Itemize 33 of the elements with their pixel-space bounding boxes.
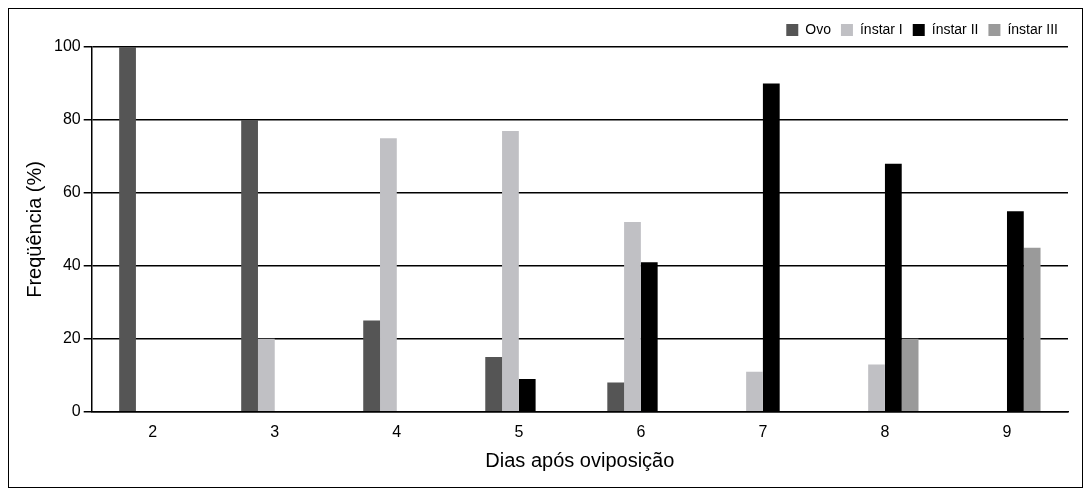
bar bbox=[363, 320, 381, 412]
y-tick-label: 100 bbox=[53, 37, 81, 55]
legend-label: Ovo bbox=[805, 20, 832, 37]
y-tick-label: 80 bbox=[62, 110, 81, 128]
x-tick-label: 9 bbox=[1002, 422, 1012, 440]
y-tick-label: 0 bbox=[71, 402, 81, 420]
bar bbox=[901, 338, 919, 412]
bar bbox=[119, 47, 136, 412]
bar bbox=[502, 130, 519, 412]
y-tick-label: 60 bbox=[62, 183, 81, 201]
bar bbox=[380, 138, 397, 412]
x-tick-label: 4 bbox=[392, 422, 402, 440]
x-tick-label: 3 bbox=[270, 422, 280, 440]
bar bbox=[624, 222, 641, 412]
bar bbox=[485, 357, 503, 412]
x-tick-label: 7 bbox=[758, 422, 768, 440]
legend-label: ínstar III bbox=[1007, 20, 1059, 37]
y-axis-title: Freqüência (%) bbox=[22, 161, 45, 298]
x-tick-label: 2 bbox=[148, 422, 158, 440]
legend-label: ínstar II bbox=[931, 20, 979, 37]
bar bbox=[868, 364, 885, 412]
x-tick-label: 5 bbox=[514, 422, 524, 440]
bar bbox=[241, 119, 258, 412]
x-tick-label: 8 bbox=[880, 422, 890, 440]
y-tick-label: 20 bbox=[62, 329, 81, 347]
bar bbox=[257, 338, 275, 412]
bar bbox=[1023, 247, 1041, 412]
x-tick-label: 6 bbox=[636, 422, 646, 440]
bar bbox=[607, 382, 625, 412]
bar bbox=[746, 371, 763, 412]
x-axis-title: Dias após oviposição bbox=[485, 448, 675, 471]
y-tick-label: 40 bbox=[62, 256, 81, 274]
legend-label: ínstar I bbox=[859, 20, 903, 37]
